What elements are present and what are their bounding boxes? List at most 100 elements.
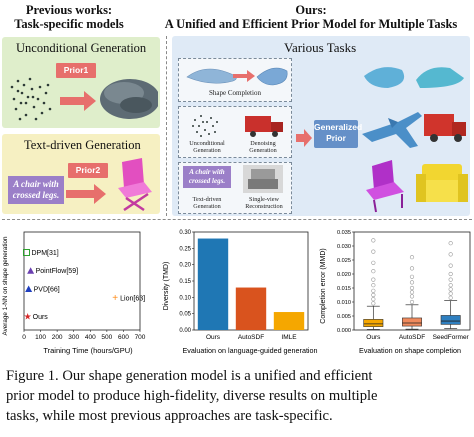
arrow-right-icon bbox=[60, 91, 96, 111]
scatter-point: ★ bbox=[24, 311, 32, 321]
box-y-tick-label: 0.025 bbox=[337, 258, 351, 264]
arrow-right-icon bbox=[233, 70, 255, 82]
box-category-label: Ours bbox=[366, 334, 381, 341]
arrow-right-icon bbox=[296, 129, 312, 147]
box-y-tick-label: 0.020 bbox=[337, 272, 351, 278]
box-x-label: Evaluation on shape completion bbox=[359, 346, 461, 355]
bar-y-tick-label: 0.00 bbox=[179, 328, 191, 334]
scatter-point bbox=[22, 249, 30, 257]
box-outlier bbox=[371, 269, 376, 274]
caption-line-1: Figure 1. Our shape generation model is … bbox=[6, 368, 373, 384]
generated-shapes-illustration bbox=[362, 67, 468, 213]
unconditional-caption-line-2: Generation bbox=[193, 147, 221, 154]
box-seedformer bbox=[440, 315, 461, 325]
unconditional-panel: Unconditional Generation Prior1 bbox=[2, 37, 160, 128]
point-cloud-icon bbox=[10, 77, 52, 121]
armchair-photo-icon bbox=[243, 165, 283, 193]
box-outlier bbox=[448, 263, 453, 268]
scatter-point bbox=[27, 267, 35, 274]
box-outlier bbox=[448, 252, 453, 257]
rock-mesh-icon bbox=[100, 79, 158, 119]
shape-completion-box: Shape Completion bbox=[178, 58, 292, 102]
box-outlier bbox=[448, 295, 453, 300]
box-category-label: SeedFormer bbox=[433, 334, 470, 341]
box-y-tick-label: 0.015 bbox=[337, 286, 351, 292]
scatter-x-tick-label: 400 bbox=[85, 334, 96, 341]
prior1-box: Prior1 bbox=[56, 63, 96, 78]
bar-y-tick-label: 0.25 bbox=[179, 246, 191, 252]
car-shape-icon bbox=[416, 67, 464, 88]
bar-ours bbox=[197, 238, 229, 330]
bar-category-label: AutoSDF bbox=[238, 334, 264, 341]
box-outlier bbox=[371, 249, 376, 254]
bar-x-label: Evaluation on language-guided generation bbox=[182, 346, 317, 355]
box-outlier bbox=[409, 280, 415, 285]
various-tasks-panel: Various Tasks Shape Completion Unconditi… bbox=[172, 36, 470, 216]
box-outlier bbox=[409, 274, 415, 279]
box-y-tick-label: 0.035 bbox=[337, 230, 351, 236]
single-view-caption: Single-view Reconstruction bbox=[237, 196, 291, 210]
small-point-cloud-icon bbox=[192, 115, 218, 137]
box-y-tick-label: 0.000 bbox=[337, 328, 351, 334]
bar-autosdf bbox=[235, 287, 267, 330]
denoising-caption: Denoising Generation bbox=[237, 140, 289, 154]
box-outlier bbox=[448, 277, 453, 282]
box-outlier bbox=[371, 260, 376, 265]
prompt-line-1: A chair with bbox=[13, 179, 59, 189]
scatter-x-label: Training Time (hours/GPU) bbox=[43, 346, 133, 355]
text-driven-illustration bbox=[66, 184, 106, 204]
scatter-point-label: Lion[63] bbox=[120, 296, 145, 303]
scatter-plot-frame bbox=[23, 231, 141, 331]
box-outlier bbox=[371, 277, 376, 282]
box-outlier bbox=[371, 288, 376, 293]
box-y-label: Completion error (MMD) bbox=[320, 248, 327, 323]
bar-imle bbox=[273, 312, 305, 330]
shape-completion-illustration bbox=[186, 67, 288, 86]
text-driven-caption: Text-driven Generation bbox=[181, 196, 233, 210]
various-tasks-title: Various Tasks bbox=[284, 40, 357, 55]
box-outlier bbox=[371, 283, 376, 288]
scatter-point-label: PVD[66] bbox=[34, 286, 60, 293]
caption-line-2: prior model to produce high-fidelity, di… bbox=[6, 388, 378, 404]
scatter-x-tick-label: 100 bbox=[35, 334, 46, 341]
yellow-sofa-icon bbox=[416, 164, 468, 202]
scatter-x-tick-label: 300 bbox=[68, 334, 79, 341]
bar-y-tick-label: 0.10 bbox=[179, 295, 191, 301]
prior2-box: Prior2 bbox=[68, 163, 108, 178]
scatter-x-tick-label: 700 bbox=[135, 334, 146, 341]
blue-shape-icon bbox=[364, 67, 405, 88]
small-prompt-line-1: A chair with bbox=[189, 168, 225, 176]
box-outlier bbox=[448, 287, 453, 292]
generalized-prior-box: Generalized Prior bbox=[314, 120, 362, 148]
red-truck-icon bbox=[245, 116, 283, 137]
generalized-prior-line-2: Prior bbox=[326, 133, 346, 143]
scatter-point-label: PointFlow[59] bbox=[36, 268, 78, 275]
bar-y-tick-label: 0.05 bbox=[179, 312, 191, 318]
box-outlier bbox=[448, 241, 453, 246]
box-outlier bbox=[409, 290, 415, 295]
scatter-x-tick-label: 200 bbox=[52, 334, 63, 341]
bar-category-label: Ours bbox=[206, 334, 221, 341]
box-outlier bbox=[409, 266, 415, 271]
figure-caption: Figure 1. Our shape generation model is … bbox=[6, 366, 468, 426]
divider-vertical bbox=[166, 36, 167, 216]
text-driven-panel: Text-driven Generation A chair with cros… bbox=[2, 134, 160, 214]
scatter-x-tick-label: 0 bbox=[22, 334, 26, 341]
diversity-bar-chart: Diversity (TMD) Evaluation on language-g… bbox=[163, 230, 318, 355]
box-outlier bbox=[371, 292, 376, 298]
ours-header: Ours: A Unified and Efficient Prior Mode… bbox=[150, 3, 472, 31]
unconditional-illustration bbox=[10, 77, 158, 121]
box-ours bbox=[363, 319, 384, 327]
unconditional-caption-line-1: Unconditional bbox=[189, 140, 225, 147]
box-outlier bbox=[448, 283, 453, 288]
previous-works-title: Previous works: bbox=[25, 3, 113, 17]
text-driven-title: Text-driven Generation bbox=[24, 138, 141, 152]
unconditional-caption: Unconditional Generation bbox=[181, 140, 233, 154]
text-driven-caption-line-2: Generation bbox=[193, 203, 221, 210]
caption-line-3: tasks, while most previous approaches ar… bbox=[6, 408, 333, 424]
task-specific-subtitle: Task-specific models bbox=[14, 17, 124, 31]
bar-y-tick-label: 0.30 bbox=[179, 230, 191, 236]
scatter-x-tick-label: 500 bbox=[101, 334, 112, 341]
training-time-scatter-chart: Average 1-NN on shape generation Trainin… bbox=[2, 231, 146, 355]
box-outlier bbox=[409, 285, 415, 291]
